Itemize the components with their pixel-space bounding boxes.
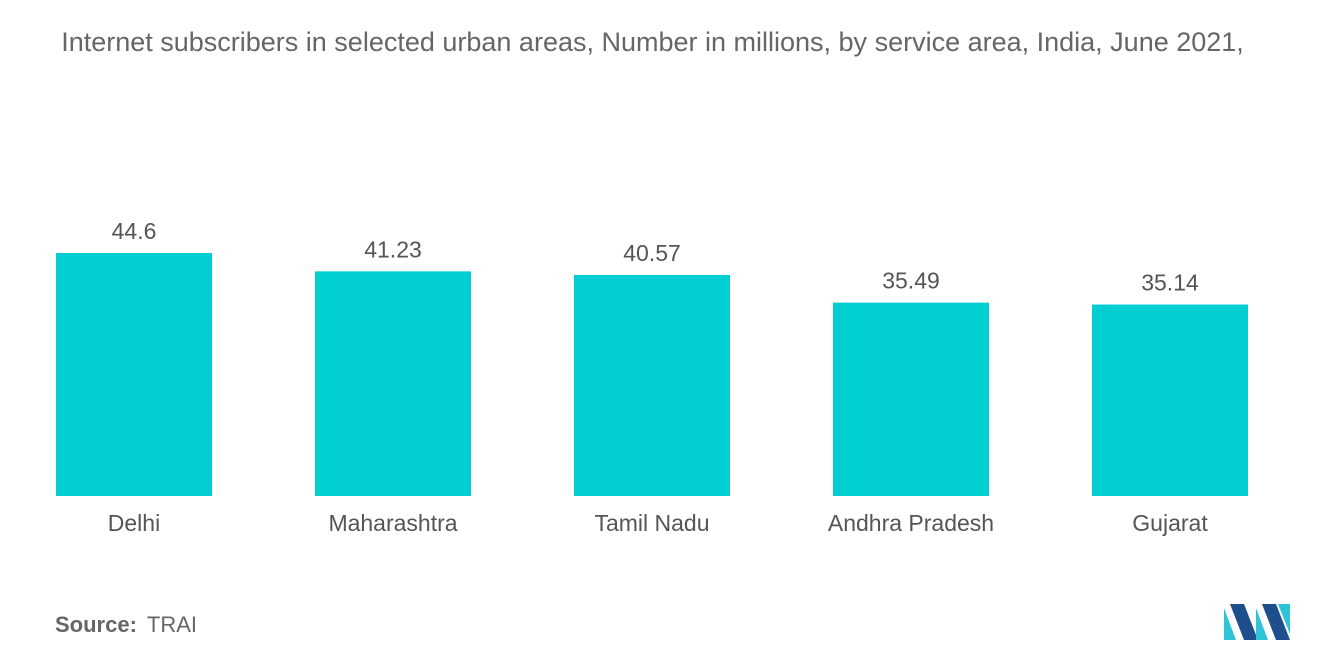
bar-andhra-pradesh [833, 302, 989, 496]
value-labels-layer: 44.6 41.23 40.57 35.49 35.14 [112, 218, 1199, 296]
category-label: Delhi [108, 510, 160, 536]
source-note: Source: TRAI [55, 612, 197, 638]
value-label: 41.23 [364, 236, 422, 262]
mordor-intelligence-logo-icon [1224, 604, 1290, 640]
category-label: Maharashtra [328, 510, 457, 536]
category-label: Gujarat [1132, 510, 1208, 536]
bar-maharashtra [315, 271, 471, 496]
category-label: Andhra Pradesh [828, 510, 994, 536]
value-label: 35.49 [882, 268, 940, 294]
source-value: TRAI [146, 612, 198, 637]
category-labels-layer: Delhi Maharashtra Tamil Nadu Andhra Pradesh… [108, 510, 1209, 536]
bar-delhi [56, 253, 212, 496]
value-label: 40.57 [623, 240, 681, 266]
bar-tamil-nadu [574, 274, 730, 496]
value-label: 35.14 [1141, 270, 1199, 296]
category-label: Tamil Nadu [594, 510, 709, 536]
bar-gujarat [1092, 304, 1248, 496]
chart-title: Internet subscribers in selected urban a… [61, 27, 1244, 57]
source-label: Source: [55, 612, 137, 637]
value-label: 44.6 [112, 218, 157, 244]
bars-layer [56, 253, 1248, 496]
